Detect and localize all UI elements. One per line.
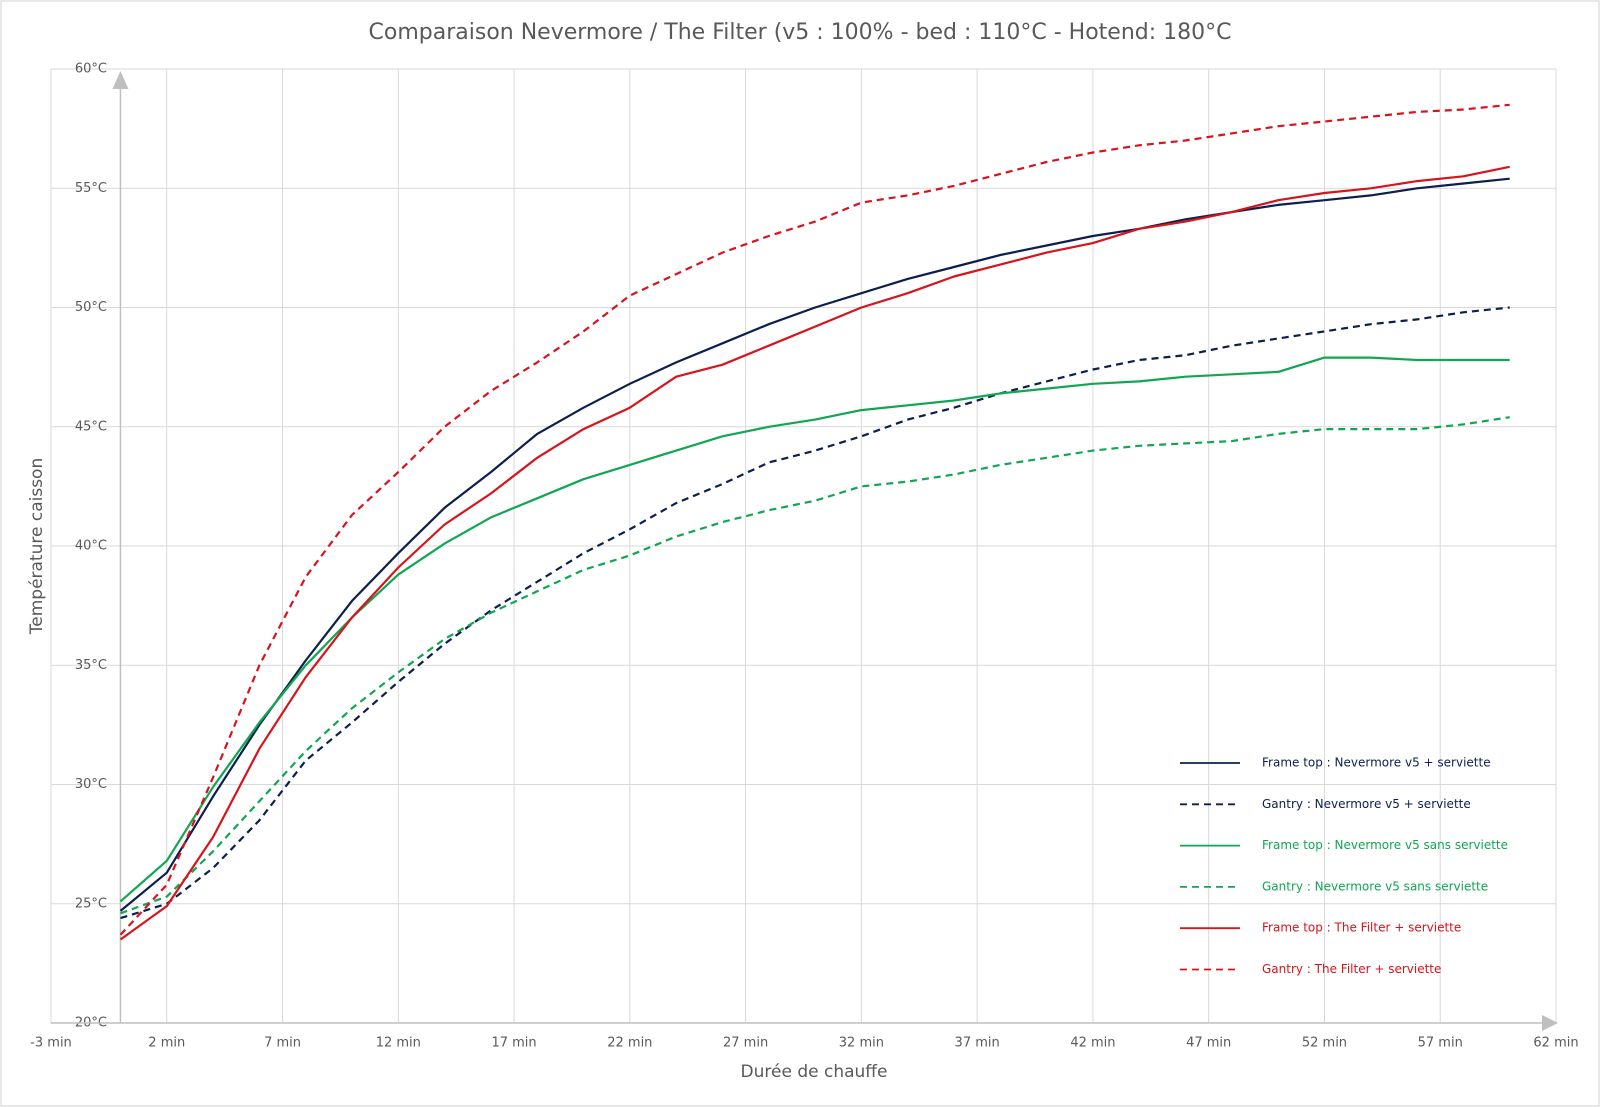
y-tick-label: 30°C <box>75 777 107 792</box>
series-line <box>119 103 1510 936</box>
x-tick-label: 37 min <box>955 1036 1000 1051</box>
legend-label: Gantry : The Filter + serviette <box>1262 962 1441 976</box>
y-tick-label: 40°C <box>75 539 107 554</box>
y-tick-label: 35°C <box>75 658 107 673</box>
x-tick-label: 27 min <box>723 1036 768 1051</box>
x-tick-label: 62 min <box>1533 1036 1578 1051</box>
series-line <box>120 416 1510 915</box>
x-tick-label: 22 min <box>607 1036 652 1051</box>
x-tick-label: 7 min <box>264 1036 301 1051</box>
legend-label: Frame top : The Filter + serviette <box>1262 921 1461 935</box>
chart-title: Comparaison Nevermore / The Filter (v5 :… <box>369 20 1232 45</box>
x-tick-label: 57 min <box>1418 1036 1463 1051</box>
legend-label: Gantry : Nevermore v5 sans serviette <box>1262 879 1488 893</box>
x-axis-arrow <box>1542 1015 1558 1031</box>
grid <box>50 68 1557 1024</box>
y-tick-label: 25°C <box>75 896 107 911</box>
series-line <box>119 177 1510 912</box>
x-tick-label: -3 min <box>30 1036 72 1051</box>
y-tick-label: 55°C <box>75 181 107 196</box>
y-tick-label: 50°C <box>75 300 107 315</box>
legend-label: Frame top : Nevermore v5 sans serviette <box>1262 838 1508 852</box>
x-tick-label: 52 min <box>1302 1036 1347 1051</box>
y-axis-arrow <box>112 71 129 89</box>
axes: 20°C25°C30°C35°C40°C45°C50°C55°C60°C-3 m… <box>30 62 1578 1051</box>
x-tick-label: 17 min <box>491 1036 536 1051</box>
legend-label: Gantry : Nevermore v5 + serviette <box>1262 797 1471 811</box>
lines <box>119 103 1510 941</box>
y-tick-label: 45°C <box>75 419 107 434</box>
x-tick-label: 12 min <box>376 1036 421 1051</box>
x-axis-label: Durée de chauffe <box>741 1062 888 1082</box>
series-line <box>119 165 1510 941</box>
x-tick-label: 2 min <box>148 1036 185 1051</box>
y-axis-label: Température caisson <box>27 458 47 635</box>
y-tick-label: 60°C <box>75 62 107 77</box>
x-tick-label: 42 min <box>1070 1036 1115 1051</box>
x-tick-label: 47 min <box>1186 1036 1231 1051</box>
x-tick-label: 32 min <box>839 1036 884 1051</box>
legend: Frame top : Nevermore v5 + serviette Gant… <box>1180 756 1508 976</box>
legend-label: Frame top : Nevermore v5 + serviette <box>1262 756 1491 770</box>
